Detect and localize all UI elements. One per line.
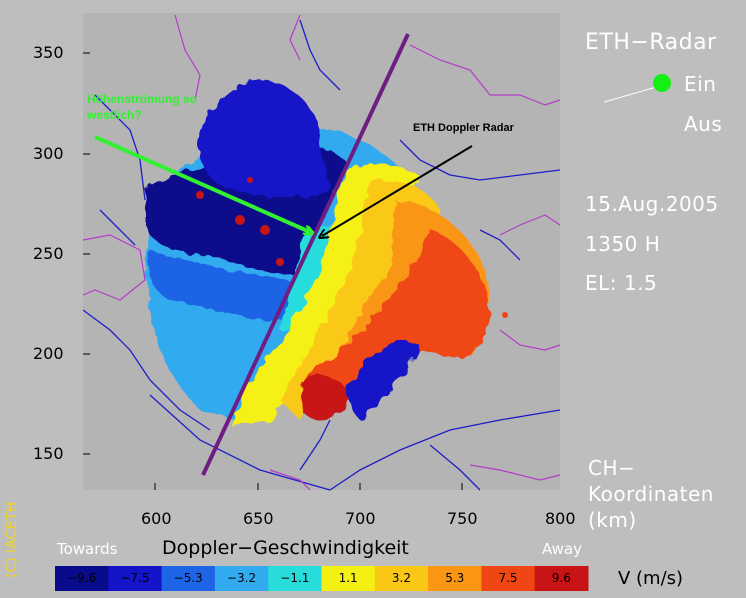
echo-red	[300, 230, 490, 410]
colorbar-title: Doppler−Geschwindigkeit	[162, 537, 409, 559]
radar-echo	[145, 79, 490, 426]
radar-title: ETH−Radar	[585, 30, 717, 55]
colorbar-swatch	[214, 566, 269, 591]
coords-line1: CH−	[588, 456, 636, 480]
colorbar-value-label: −1.1	[280, 571, 310, 585]
colorbar-swatch	[55, 566, 109, 591]
radar-line	[201, 33, 410, 476]
echo-mid-blue	[148, 250, 305, 320]
axis-ticks	[83, 52, 463, 490]
colorbar-towards: Towards	[57, 540, 118, 558]
colorbar-value-label: 5.3	[445, 571, 465, 585]
time-label: 1350 H	[585, 232, 661, 256]
y-tick-250: 250	[33, 244, 64, 263]
echo-south-blue	[348, 341, 420, 420]
colorbar-value-label: 1.1	[338, 571, 358, 585]
echo-dark-red	[300, 375, 350, 419]
coords-line3: (km)	[588, 508, 637, 532]
black-annotation: ETH Doppler Radar	[413, 122, 514, 134]
x-tick-750: 750	[447, 509, 478, 528]
colorbar-unit: V (m/s)	[618, 568, 684, 589]
colorbar-swatch	[108, 566, 163, 591]
echo-cyan	[280, 225, 330, 330]
x-tick-700: 700	[345, 509, 376, 528]
colorbar-swatch	[428, 566, 482, 591]
colorbar-value-label: 3.2	[391, 571, 411, 585]
green-annotation-line1: Höhenströmung so	[87, 92, 197, 106]
toggle-on-dot[interactable]	[653, 74, 671, 92]
y-tick-350: 350	[33, 43, 64, 62]
colorbar-swatch	[321, 566, 376, 591]
colorbar	[55, 566, 589, 591]
colorbar-value-label: −3.2	[226, 571, 257, 585]
colorbar-value-label: −7.5	[120, 571, 150, 585]
x-tick-650: 650	[243, 509, 274, 528]
copyright: (C) IACETH	[4, 501, 20, 578]
x-tick-800: 800	[545, 509, 576, 528]
colorbar-swatch	[268, 566, 322, 591]
rivers	[82, 19, 561, 491]
elevation-label: EL: 1.5	[585, 271, 658, 295]
coords-line2: Koordinaten	[588, 482, 714, 506]
toggle-off-label[interactable]: Aus	[684, 112, 723, 136]
colorbar-swatch	[374, 566, 429, 591]
borders	[82, 14, 561, 491]
echo-blue-top	[198, 79, 330, 198]
cells	[196, 177, 508, 318]
green-arrow	[94, 135, 310, 232]
toggle-on-label[interactable]: Ein	[684, 72, 717, 96]
colorbar-away: Away	[542, 540, 582, 558]
colorbar-value-label: −5.3	[173, 571, 203, 585]
colorbar-value-label: −9.6	[67, 571, 97, 585]
colorbar-value-label: 9.6	[551, 571, 571, 585]
black-arrow	[322, 145, 473, 236]
toggle-line	[603, 85, 661, 103]
colorbar-value-label: 7.5	[498, 571, 518, 585]
green-annotation-line2: westlich?	[87, 108, 142, 122]
colorbar-swatch	[481, 566, 536, 591]
y-tick-300: 300	[33, 144, 64, 163]
colorbar-swatch	[161, 566, 216, 591]
y-tick-200: 200	[33, 344, 64, 363]
x-tick-600: 600	[141, 509, 172, 528]
date-label: 15.Aug.2005	[585, 192, 719, 216]
colorbar-swatch	[534, 566, 589, 591]
y-tick-150: 150	[33, 444, 64, 463]
